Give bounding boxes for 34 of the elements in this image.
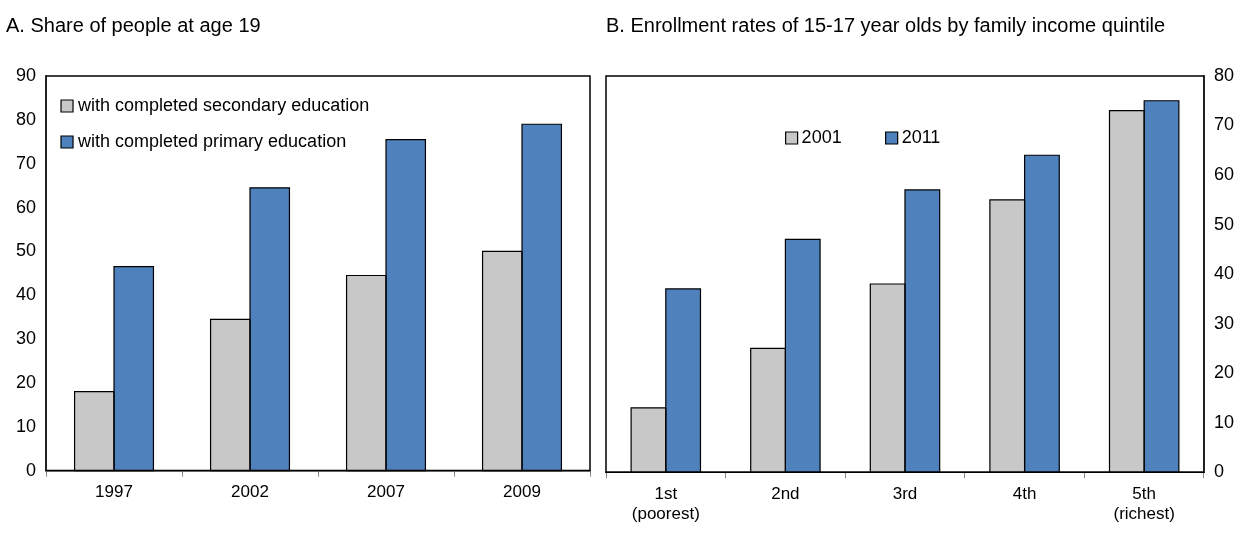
- y2-tick-label: 80: [1213, 64, 1235, 85]
- y-tick-label: 60: [15, 196, 37, 217]
- x-tick-label: 3rd: [892, 484, 918, 504]
- x-tick-label: 4th: [1012, 484, 1037, 504]
- y2-tick-label: 50: [1213, 213, 1235, 234]
- y2-tick-label: 10: [1213, 411, 1235, 432]
- y2-tick-label: 40: [1213, 263, 1235, 284]
- legend-label: with completed primary education: [77, 130, 347, 151]
- y-tick-label: 10: [15, 415, 37, 436]
- y-tick-label: 90: [15, 64, 37, 85]
- y2-tick-label: 30: [1213, 312, 1235, 333]
- y-tick-label: 80: [15, 108, 37, 129]
- x-tick-label: 2007: [367, 482, 405, 502]
- y2-tick-label: 60: [1213, 164, 1235, 185]
- x-tick-label: 2nd: [771, 484, 800, 504]
- y-tick-label: 30: [15, 328, 37, 349]
- y-tick-label: 20: [15, 371, 37, 392]
- y2-tick-label: 70: [1213, 114, 1235, 135]
- legend-label: 2001: [801, 126, 842, 147]
- chart-title: A. Share of people at age 19: [6, 13, 261, 36]
- x-tick-label: 1997: [95, 482, 133, 502]
- y2-tick-label: 20: [1213, 362, 1235, 383]
- y2-tick-label: 0: [1213, 461, 1224, 482]
- y-tick-label: 70: [15, 152, 37, 173]
- y-tick-label: 40: [15, 284, 37, 305]
- x-tick-label: 5th (richest): [1113, 484, 1175, 524]
- chart-title: B. Enrollment rates of 15-17 year olds by family income quintile: [606, 13, 1166, 36]
- x-tick-label: 1st (poorest): [631, 484, 700, 524]
- legend-label: with completed secondary education: [77, 94, 370, 115]
- y-tick-label: 50: [15, 240, 37, 261]
- y-tick-label: 0: [26, 459, 37, 480]
- legend-label: 2011: [901, 126, 941, 147]
- x-tick-label: 2009: [503, 482, 541, 502]
- x-tick-label: 2002: [231, 482, 269, 502]
